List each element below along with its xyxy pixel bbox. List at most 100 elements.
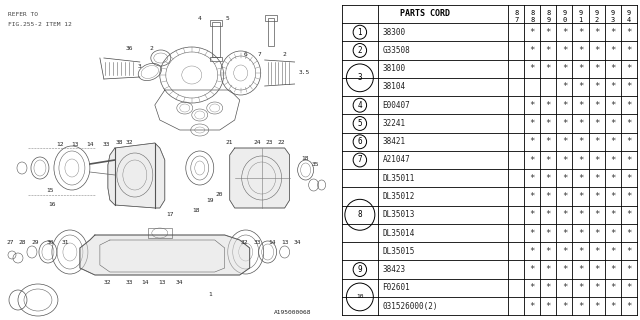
Text: *: *: [529, 283, 535, 292]
Text: *: *: [578, 301, 583, 311]
Text: *: *: [610, 301, 616, 311]
Text: *: *: [594, 64, 599, 73]
Bar: [268, 18, 274, 46]
Text: *: *: [626, 46, 632, 55]
Bar: [212, 22, 220, 57]
Text: 8: 8: [546, 10, 550, 16]
Text: 13: 13: [158, 279, 166, 284]
Text: 4: 4: [198, 15, 202, 20]
Text: *: *: [626, 119, 632, 128]
Text: *: *: [626, 228, 632, 237]
Text: *: *: [594, 247, 599, 256]
Text: A21047: A21047: [382, 156, 410, 164]
Text: PARTS CORD: PARTS CORD: [400, 9, 450, 19]
Text: F02601: F02601: [382, 283, 410, 292]
Text: *: *: [578, 265, 583, 274]
Text: *: *: [562, 228, 567, 237]
Text: *: *: [578, 83, 583, 92]
Bar: [210, 57, 221, 61]
Text: DL35015: DL35015: [382, 247, 415, 256]
Text: *: *: [610, 283, 616, 292]
Text: *: *: [578, 137, 583, 146]
Text: *: *: [529, 46, 535, 55]
Text: 2: 2: [283, 52, 287, 58]
Text: 5: 5: [226, 15, 230, 20]
Text: *: *: [626, 210, 632, 219]
Text: *: *: [562, 192, 567, 201]
Text: *: *: [546, 174, 551, 183]
Text: *: *: [562, 28, 567, 37]
Text: 32241: 32241: [382, 119, 406, 128]
Text: *: *: [578, 228, 583, 237]
Text: 36: 36: [126, 45, 134, 51]
Text: *: *: [594, 228, 599, 237]
Text: E00407: E00407: [382, 101, 410, 110]
Text: *: *: [562, 210, 567, 219]
Text: *: *: [626, 265, 632, 274]
Text: G33508: G33508: [382, 46, 410, 55]
Text: 0: 0: [563, 17, 566, 23]
Text: *: *: [562, 64, 567, 73]
Text: *: *: [578, 101, 583, 110]
Text: *: *: [562, 283, 567, 292]
Text: 33: 33: [254, 241, 261, 245]
Text: 9: 9: [358, 265, 362, 274]
Text: 34: 34: [294, 241, 301, 245]
Text: *: *: [578, 210, 583, 219]
Text: *: *: [594, 192, 599, 201]
Text: *: *: [546, 119, 551, 128]
Text: *: *: [594, 265, 599, 274]
Text: DL35011: DL35011: [382, 174, 415, 183]
Text: 9: 9: [563, 10, 566, 16]
Text: *: *: [529, 301, 535, 311]
Text: *: *: [610, 210, 616, 219]
Text: 30: 30: [46, 241, 54, 245]
Text: 33: 33: [103, 142, 111, 148]
Text: 9: 9: [579, 10, 582, 16]
Text: 29: 29: [31, 241, 38, 245]
Text: 1: 1: [579, 17, 582, 23]
Text: 16: 16: [48, 203, 56, 207]
Text: 3: 3: [138, 65, 141, 69]
Text: *: *: [594, 83, 599, 92]
Text: *: *: [546, 46, 551, 55]
Text: 10: 10: [356, 294, 364, 300]
Text: *: *: [562, 265, 567, 274]
Text: *: *: [562, 137, 567, 146]
Text: 2: 2: [150, 45, 154, 51]
Text: DL35012: DL35012: [382, 192, 415, 201]
Text: *: *: [626, 64, 632, 73]
Text: *: *: [610, 101, 616, 110]
Text: 3: 3: [358, 73, 362, 82]
Text: *: *: [546, 265, 551, 274]
Text: 8: 8: [530, 17, 534, 23]
Text: REFER TO: REFER TO: [8, 12, 38, 17]
Text: *: *: [578, 119, 583, 128]
Text: 6: 6: [244, 52, 248, 58]
Text: 14: 14: [268, 241, 275, 245]
Text: *: *: [610, 174, 616, 183]
Text: *: *: [578, 28, 583, 37]
Text: *: *: [610, 228, 616, 237]
Text: DL35013: DL35013: [382, 210, 415, 219]
Text: 27: 27: [6, 241, 13, 245]
Text: 13: 13: [281, 241, 289, 245]
Text: *: *: [562, 247, 567, 256]
Bar: [148, 228, 172, 238]
Text: 6: 6: [358, 137, 362, 146]
Text: 35: 35: [312, 163, 319, 167]
Text: *: *: [529, 119, 535, 128]
Text: A195000068: A195000068: [274, 309, 312, 315]
Text: 32: 32: [104, 279, 111, 284]
Text: *: *: [562, 46, 567, 55]
Text: 14: 14: [86, 142, 93, 148]
Text: *: *: [594, 46, 599, 55]
Text: 21: 21: [226, 140, 234, 146]
Text: *: *: [626, 247, 632, 256]
Text: *: *: [578, 64, 583, 73]
Text: *: *: [594, 156, 599, 164]
Text: 9: 9: [546, 17, 550, 23]
Text: 19: 19: [206, 197, 214, 203]
Text: 18: 18: [192, 207, 200, 212]
Text: 15: 15: [46, 188, 54, 193]
